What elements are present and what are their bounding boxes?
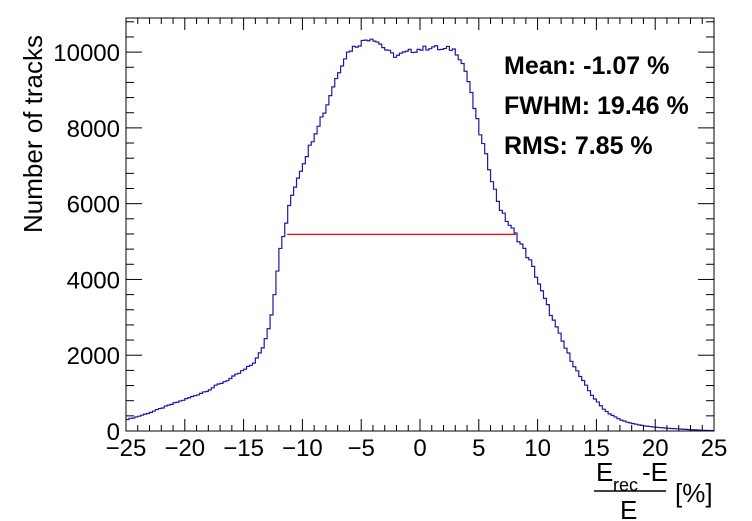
x-tick-label: 25 xyxy=(701,435,728,462)
x-axis-title: E rec -E E [%] xyxy=(594,457,713,521)
x-tick-label: 10 xyxy=(524,435,551,462)
y-tick-label: 8000 xyxy=(67,116,120,143)
x-axis-numerator: E xyxy=(596,457,613,487)
x-tick-label: 5 xyxy=(472,435,485,462)
stat-rms: RMS: 7.85 % xyxy=(504,132,653,160)
x-tick-label: 0 xyxy=(413,435,426,462)
stat-mean: Mean: -1.07 % xyxy=(504,52,669,80)
x-axis-numerator-suffix: -E xyxy=(642,457,668,487)
x-axis-numerator-subscript: rec xyxy=(613,475,638,495)
x-tick-label: −25 xyxy=(106,435,147,462)
plot-area: −25 −20 −15 −10 −5 0 5 10 15 20 25 0 2000 4000 6000 800… xyxy=(53,17,728,462)
stat-fwhm: FWHM: 19.46 % xyxy=(504,92,689,120)
y-tick-label: 0 xyxy=(107,419,120,446)
y-tick-label: 4000 xyxy=(67,267,120,294)
x-tick-label: −20 xyxy=(164,435,205,462)
y-tick-label: 2000 xyxy=(67,343,120,370)
x-axis-unit: [%] xyxy=(675,478,713,508)
y-tick-label: 6000 xyxy=(67,192,120,219)
x-tick-label: −5 xyxy=(348,435,375,462)
y-tick-label: 10000 xyxy=(53,40,120,67)
x-tick-label: 15 xyxy=(583,435,610,462)
x-tick-label: −10 xyxy=(282,435,323,462)
x-tick-label: −15 xyxy=(223,435,264,462)
x-axis-denominator: E xyxy=(620,495,637,521)
stats-box: Mean: -1.07 % FWHM: 19.46 % RMS: 7.85 % xyxy=(504,52,689,160)
histogram-line xyxy=(126,38,714,432)
x-tick-label: 20 xyxy=(642,435,669,462)
y-axis-title: Number of tracks xyxy=(18,35,48,233)
